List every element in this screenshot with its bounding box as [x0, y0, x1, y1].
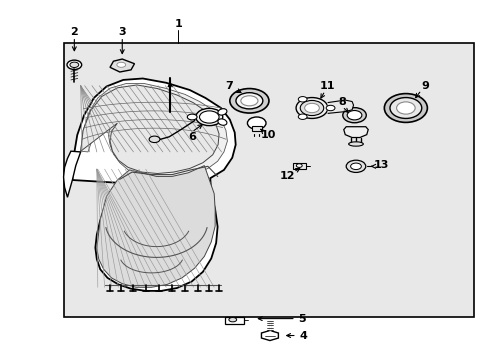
Text: 7: 7	[224, 81, 232, 91]
Text: 5: 5	[298, 314, 305, 324]
Ellipse shape	[342, 108, 366, 123]
Text: 8: 8	[338, 96, 346, 107]
Polygon shape	[72, 78, 235, 291]
Polygon shape	[97, 166, 215, 287]
Ellipse shape	[218, 109, 226, 115]
Text: 1: 1	[174, 19, 182, 29]
Ellipse shape	[187, 114, 197, 120]
Ellipse shape	[236, 93, 263, 109]
Text: 11: 11	[319, 81, 335, 91]
Ellipse shape	[199, 111, 219, 123]
Ellipse shape	[67, 60, 81, 69]
Ellipse shape	[298, 96, 306, 102]
Ellipse shape	[70, 62, 79, 68]
Polygon shape	[81, 85, 219, 174]
Ellipse shape	[389, 98, 421, 118]
Text: 6: 6	[187, 132, 195, 142]
Ellipse shape	[298, 114, 306, 120]
Text: 2: 2	[70, 27, 78, 37]
Bar	[251, 126, 261, 131]
Ellipse shape	[346, 160, 365, 172]
Ellipse shape	[218, 119, 226, 125]
Ellipse shape	[350, 163, 361, 170]
Polygon shape	[327, 100, 353, 113]
Ellipse shape	[348, 142, 363, 146]
Ellipse shape	[228, 318, 236, 322]
Ellipse shape	[117, 62, 125, 67]
Polygon shape	[81, 84, 227, 178]
Bar	[63, 43, 473, 317]
Ellipse shape	[149, 136, 160, 143]
Ellipse shape	[300, 100, 323, 116]
Text: 13: 13	[373, 160, 388, 170]
Ellipse shape	[396, 102, 414, 114]
Ellipse shape	[325, 105, 334, 111]
Text: 9: 9	[421, 81, 428, 91]
Polygon shape	[110, 59, 134, 72]
Bar	[293, 163, 305, 169]
Text: 3: 3	[118, 27, 126, 37]
Ellipse shape	[304, 103, 319, 113]
Ellipse shape	[240, 96, 258, 106]
Ellipse shape	[247, 117, 265, 129]
Bar	[224, 317, 244, 324]
Ellipse shape	[384, 94, 427, 122]
Text: 12: 12	[279, 171, 295, 181]
Polygon shape	[63, 151, 81, 197]
Ellipse shape	[296, 98, 327, 118]
Text: 10: 10	[260, 130, 275, 140]
Ellipse shape	[346, 111, 361, 120]
Ellipse shape	[195, 108, 222, 126]
Ellipse shape	[296, 164, 302, 167]
Polygon shape	[343, 127, 367, 138]
Ellipse shape	[229, 89, 268, 113]
Text: 4: 4	[299, 330, 306, 341]
Polygon shape	[261, 330, 278, 341]
